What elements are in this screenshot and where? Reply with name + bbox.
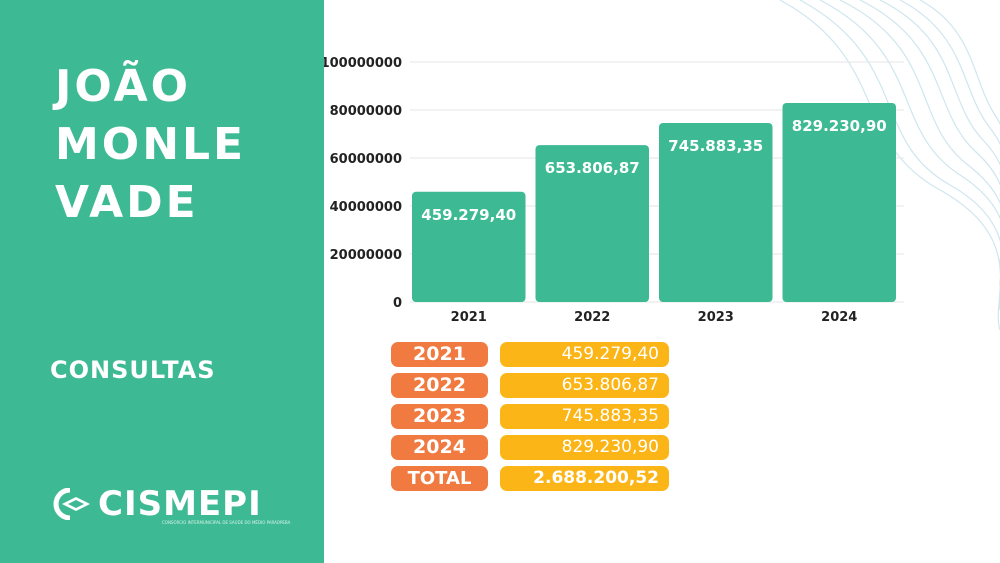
year-pill: 2023 [391,404,488,429]
city-title: JOÃO MONLE VADE [55,58,246,232]
total-label-pill: TOTAL [391,466,488,491]
bar-2022 [535,145,649,302]
x-tick-label: 2022 [574,310,610,325]
bar-data-label: 829.230,90 [792,117,887,135]
logo-tagline: CONSÓRCIO INTERMUNICIPAL DE SAÚDE DO MÉD… [162,520,291,525]
bar-data-label: 459.279,40 [421,206,516,224]
y-tick-label: 20000000 [330,248,402,263]
decorative-wave-lines [779,0,1000,331]
bar-data-label: 653.806,87 [545,159,640,177]
section-label: CONSULTAS [50,356,216,384]
year-pill: 2022 [391,373,488,398]
bar-data-label: 745.883,35 [668,137,763,155]
left-panel: JOÃO MONLE VADE CONSULTAS CISMEPI CONSÓR… [0,0,324,563]
value-pill: 653.806,87 [500,373,669,398]
y-tick-label: 40000000 [330,200,402,215]
x-tick-label: 2024 [821,310,857,325]
value-pill: 745.883,35 [500,404,669,429]
y-tick-label: 100000000 [324,56,402,71]
bar-2024 [782,102,896,302]
year-pill: 2024 [391,435,488,460]
y-tick-label: 80000000 [330,104,402,119]
x-tick-label: 2021 [451,310,487,325]
bar-2023 [659,122,773,302]
value-pill: 459.279,40 [500,342,669,367]
year-pill: 2021 [391,342,488,367]
x-tick-label: 2023 [698,310,734,325]
city-title-line: MONLE [55,119,247,170]
city-title-line: VADE [55,177,199,228]
total-value-pill: 2.688.200,52 [500,466,669,491]
y-tick-label: 0 [393,296,402,311]
bar-2021 [412,191,526,302]
city-title-line: JOÃO [55,61,192,112]
bar-chart: 0 20000000 40000000 60000000 80000000 1000000… [324,56,904,325]
value-pill: 829.230,90 [500,435,669,460]
cismepi-logo: CISMEPI [44,487,262,521]
logo-text: CISMEPI [98,484,262,524]
y-tick-label: 60000000 [330,152,402,167]
cismepi-emblem-icon [53,488,90,520]
